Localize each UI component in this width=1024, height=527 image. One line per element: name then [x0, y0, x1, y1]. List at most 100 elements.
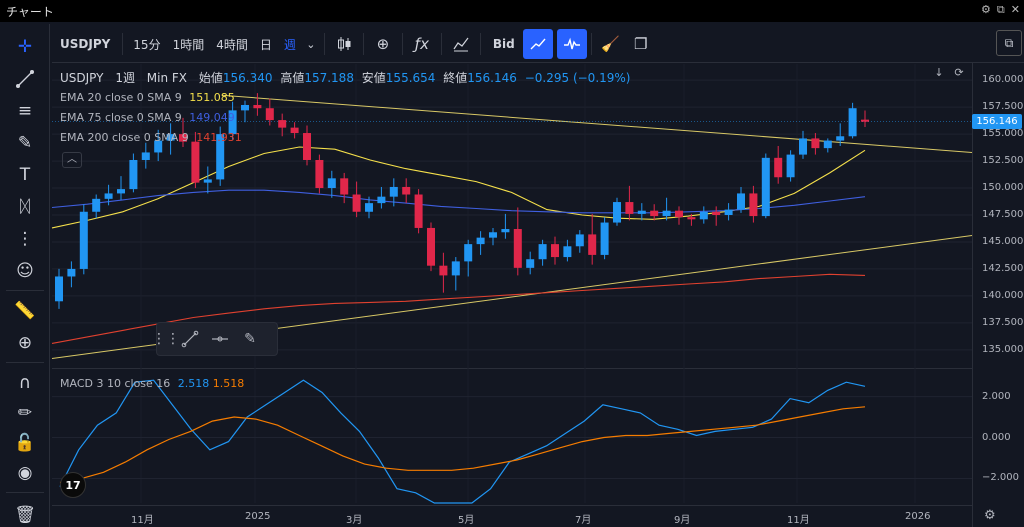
chart-settings-gear-icon[interactable]: ⚙: [984, 508, 996, 523]
toolbar-divider: [122, 33, 124, 55]
chevron-down-icon[interactable]: ⌄: [306, 37, 316, 51]
price-tick-label: 152.500: [982, 155, 1024, 167]
timeframe-4h[interactable]: 4時間: [216, 37, 248, 52]
crosshair-icon[interactable]: ✛: [17, 37, 33, 57]
macd-value: 2.518: [177, 377, 210, 390]
ema200-value: 141.931: [196, 131, 242, 144]
brush-tool-icon[interactable]: ✎: [17, 133, 33, 153]
ruler-icon[interactable]: 📏: [14, 301, 36, 321]
ema20-label: EMA 20 close 0 SMA 9: [60, 91, 182, 104]
horizontal-ray-icon[interactable]: [205, 324, 235, 354]
timeframe-15m[interactable]: 15分: [133, 37, 161, 52]
price-tick-label: 147.500: [982, 209, 1024, 220]
eraser-brush-icon[interactable]: 🧹: [601, 35, 621, 53]
ohlc-legend: USDJPY 1週 Min FX 始値156.340 高値157.188 安値1…: [60, 69, 634, 86]
pattern-tool-icon[interactable]: ᛞ: [19, 197, 31, 217]
candle-body: [154, 140, 163, 153]
time-tick-label: 7月: [575, 515, 592, 526]
ema200-legend[interactable]: EMA 200 close 0 SMA 9 141.931: [60, 131, 242, 144]
emoji-icon[interactable]: ☺: [16, 261, 34, 281]
popout-icon[interactable]: ⧉: [996, 3, 1005, 16]
gear-icon[interactable]: ⚙: [981, 3, 991, 16]
indicators-fx-icon[interactable]: ƒx: [414, 35, 429, 53]
brush-draw-icon[interactable]: ✎: [244, 331, 256, 347]
candle-body: [179, 134, 187, 142]
low-value: 155.654: [385, 71, 436, 85]
close-label: 終値: [443, 71, 468, 85]
ema200-label: EMA 200 close 0 SMA 9: [60, 131, 189, 144]
close-icon[interactable]: ✕: [1010, 3, 1020, 16]
candle-body: [513, 229, 522, 268]
candle-body: [501, 229, 510, 233]
window-titlebar: チャート ⚙ ⧉ ✕: [0, 0, 1024, 22]
toolbar-bottom-border: [52, 62, 1024, 63]
trend-line-icon[interactable]: [522, 29, 553, 59]
candle-body: [861, 119, 869, 122]
add-plus-icon[interactable]: ⊕: [376, 35, 390, 53]
ema20-value: 151.085: [189, 91, 235, 104]
candle-body: [439, 265, 448, 276]
candle-body: [786, 154, 795, 178]
time-tick-label: 5月: [458, 515, 475, 526]
price-tick-label: 140.000: [982, 289, 1024, 301]
time-tick-label: 11月: [787, 515, 810, 526]
change-value: −0.295 (−0.19%): [524, 71, 631, 85]
toolbar-divider: [323, 33, 325, 55]
ema20-legend[interactable]: EMA 20 close 0 SMA 9 151.085: [60, 91, 235, 104]
text-tool-icon[interactable]: T: [19, 165, 31, 185]
line-tool-icon[interactable]: [175, 324, 205, 354]
timeframe-week[interactable]: 週: [283, 37, 296, 52]
macd-legend[interactable]: MACD 3 10 close 16 2.518 1.518: [60, 377, 244, 390]
candle-body: [327, 178, 336, 189]
candle-body: [414, 194, 423, 228]
arrow-down-icon[interactable]: ↓: [934, 66, 944, 79]
toolbar-divider: [440, 33, 442, 55]
refresh-icon[interactable]: ⟳: [954, 66, 964, 79]
candlestick-type-icon[interactable]: [329, 29, 359, 59]
legend-source: Min FX: [146, 71, 188, 85]
trendline-tool-icon[interactable]: [12, 66, 38, 92]
candle-body: [290, 127, 299, 134]
fib-retracement-icon[interactable]: ≡: [17, 101, 33, 121]
layout-toggle-icon[interactable]: ⧉: [996, 30, 1022, 56]
high-value: 157.188: [304, 71, 354, 85]
candle-body: [402, 186, 411, 195]
pulse-wave-icon[interactable]: [556, 29, 587, 59]
bid-ask-toggle[interactable]: Bid: [492, 37, 515, 51]
symbol-selector[interactable]: USDJPY: [60, 37, 111, 51]
pane-separator[interactable]: [52, 368, 972, 369]
candle-body: [848, 108, 857, 137]
time-axis-border: [52, 505, 972, 506]
price-tick-label: 160.000: [982, 74, 1024, 86]
candle-body: [749, 193, 758, 217]
trash-icon[interactable]: 🗑: [14, 505, 36, 525]
timeframe-1h[interactable]: 1時間: [172, 37, 205, 52]
lock-drawing-icon[interactable]: ✏: [17, 403, 33, 423]
window-title: チャート: [6, 4, 54, 19]
floating-drawing-bar[interactable]: ⋮⋮ ✎: [152, 322, 278, 356]
compare-chart-icon[interactable]: [446, 29, 476, 59]
eye-visibility-icon[interactable]: ◉: [17, 463, 33, 483]
candle-body: [526, 259, 535, 268]
price-tick-label: 150.000: [982, 182, 1024, 194]
candle-body: [79, 211, 88, 269]
tradingview-logo[interactable]: 17: [60, 472, 86, 498]
low-label: 安値: [361, 71, 386, 85]
prediction-tool-icon[interactable]: ⋮: [16, 229, 34, 249]
duplicate-window-icon[interactable]: ❐: [634, 35, 648, 53]
candle-body: [563, 246, 572, 258]
collapse-legend-icon[interactable]: ︿: [62, 152, 82, 168]
toolbar-divider: [590, 33, 592, 55]
timeframe-day[interactable]: 日: [259, 37, 272, 52]
drag-handle-icon[interactable]: ⋮⋮: [152, 331, 180, 347]
ema200-line: [51, 273, 866, 344]
zoom-in-icon[interactable]: ⊕: [17, 333, 33, 353]
magnet-icon[interactable]: ∩: [18, 373, 32, 393]
current-price-label: 156.146: [972, 114, 1022, 129]
candle-body: [166, 134, 175, 141]
unlock-icon[interactable]: 🔓: [14, 433, 36, 453]
candle-body: [575, 234, 584, 247]
signal-value: 1.518: [212, 377, 245, 390]
ema75-legend[interactable]: EMA 75 close 0 SMA 9 149.049: [60, 111, 235, 124]
